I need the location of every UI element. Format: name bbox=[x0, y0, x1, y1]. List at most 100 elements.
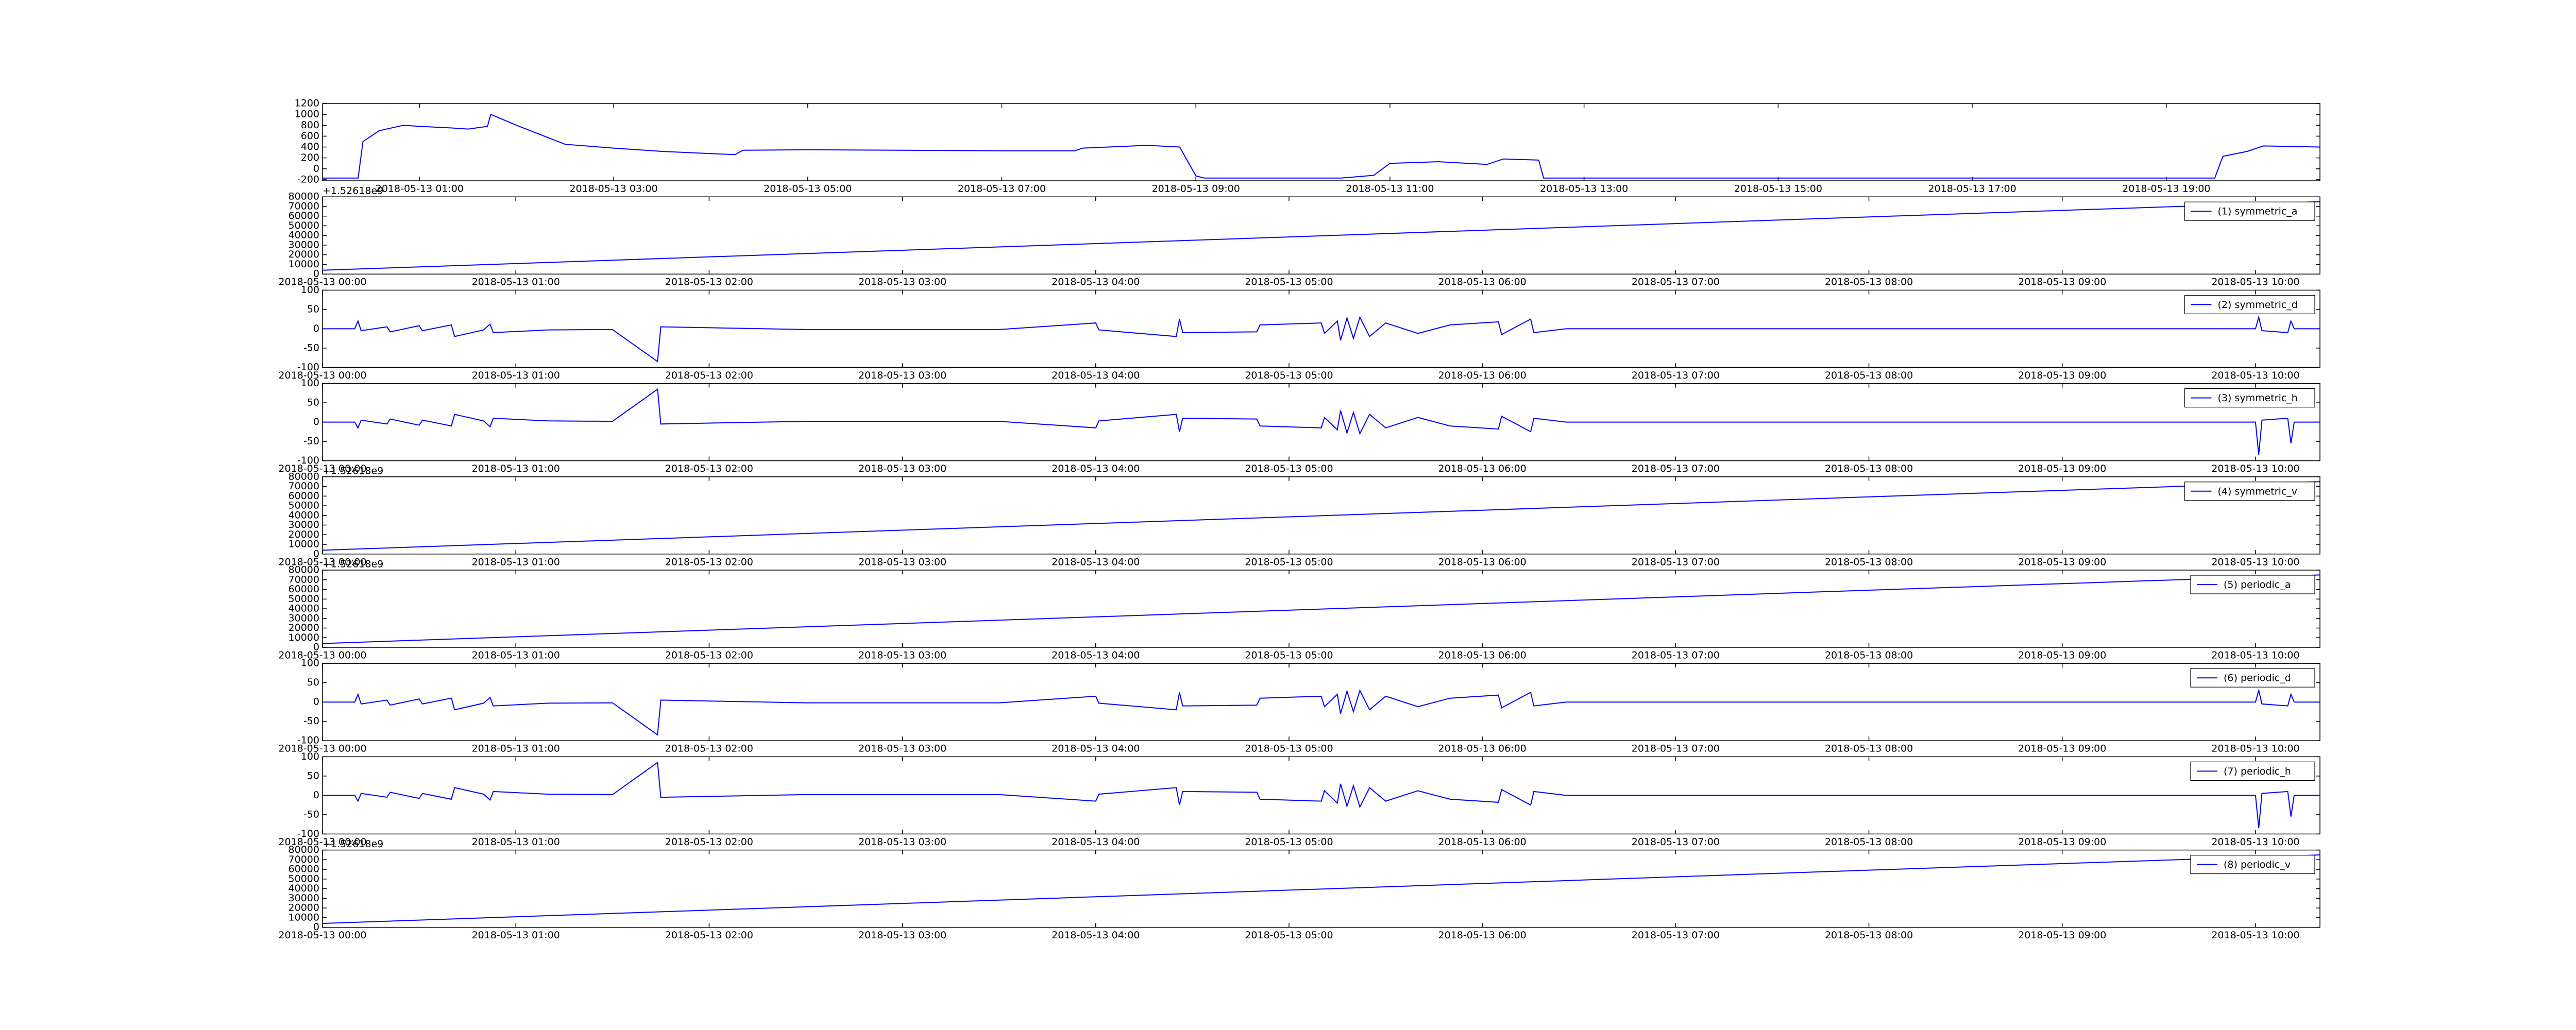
x-tick-label: 2018-05-13 13:00 bbox=[1540, 183, 1628, 195]
x-tick-label: 2018-05-13 07:00 bbox=[1632, 556, 1720, 568]
y-tick-label: 100 bbox=[301, 377, 319, 389]
x-tick-label: 2018-05-13 08:00 bbox=[1825, 836, 1913, 848]
axes-frame bbox=[322, 383, 2320, 461]
x-tick-label: 2018-05-13 00:00 bbox=[278, 836, 366, 848]
x-tick-label: 2018-05-13 05:00 bbox=[1245, 836, 1333, 848]
y-tick-label: 50000 bbox=[289, 220, 319, 231]
y-tick-label: 0 bbox=[313, 696, 319, 708]
x-tick-label: 2018-05-13 10:00 bbox=[2211, 370, 2299, 381]
y-tick-label: 50 bbox=[307, 397, 319, 408]
x-tick-label: 2018-05-13 04:00 bbox=[1052, 930, 1140, 941]
panel: 0100002000030000400005000060000700008000… bbox=[278, 185, 2320, 288]
x-tick-label: 2018-05-13 05:00 bbox=[1245, 556, 1333, 568]
axes-frame bbox=[322, 663, 2320, 741]
y-tick-label: 60000 bbox=[289, 864, 319, 875]
y-tick-label: 80000 bbox=[289, 471, 319, 482]
x-tick-label: 2018-05-13 07:00 bbox=[1632, 836, 1720, 848]
x-tick-label: 2018-05-13 08:00 bbox=[1825, 370, 1913, 381]
x-tick-label: 2018-05-13 02:00 bbox=[665, 370, 753, 381]
x-tick-label: 2018-05-13 10:00 bbox=[2211, 930, 2299, 941]
y-tick-label: 80000 bbox=[289, 191, 319, 202]
legend-label: (1) symmetric_a bbox=[2218, 206, 2298, 217]
y-tick-label: 20000 bbox=[289, 249, 319, 260]
y-tick-label: 50000 bbox=[289, 873, 319, 884]
y-tick-label: 50 bbox=[307, 770, 319, 781]
x-tick-label: 2018-05-13 00:00 bbox=[278, 650, 366, 661]
x-tick-label: 2018-05-13 17:00 bbox=[1928, 183, 2016, 195]
x-tick-label: 2018-05-13 03:00 bbox=[858, 836, 946, 848]
legend-label: (5) periodic_a bbox=[2224, 579, 2291, 591]
x-tick-label: 2018-05-13 01:00 bbox=[376, 183, 464, 195]
data-line bbox=[323, 113, 2320, 179]
legend-label: (2) symmetric_d bbox=[2218, 299, 2298, 311]
y-tick-label: 70000 bbox=[289, 574, 319, 585]
y-tick-label: 800 bbox=[301, 119, 319, 131]
y-tick-label: 80000 bbox=[289, 564, 319, 576]
legend-box bbox=[2190, 854, 2315, 874]
y-tick-label: 30000 bbox=[289, 612, 319, 624]
x-tick-label: 2018-05-13 03:00 bbox=[858, 556, 946, 568]
x-tick-label: 2018-05-13 01:00 bbox=[472, 277, 560, 288]
x-tick-label: 2018-05-13 09:00 bbox=[1152, 183, 1240, 195]
x-tick-label: 2018-05-13 06:00 bbox=[1438, 650, 1527, 661]
legend-label: (3) symmetric_h bbox=[2218, 392, 2298, 404]
panel: -100 -50 0 50 100 2018-05-13 00:00 2018-05-13 … bbox=[278, 658, 2320, 754]
x-tick-label: 2018-05-13 10:00 bbox=[2211, 463, 2299, 474]
y-tick-label: 100 bbox=[301, 751, 319, 762]
y-tick-label: 600 bbox=[301, 130, 319, 142]
x-tick-label: 2018-05-13 05:00 bbox=[1245, 463, 1333, 474]
y-tick-label: -100 bbox=[297, 735, 319, 746]
x-tick-label: 2018-05-13 08:00 bbox=[1825, 556, 1913, 568]
y-tick-label: 0 bbox=[313, 268, 319, 280]
y-tick-label: 20000 bbox=[289, 902, 319, 914]
y-tick-label: 0 bbox=[313, 323, 319, 334]
y-tick-label: 0 bbox=[313, 789, 319, 801]
y-tick-label: 40000 bbox=[289, 603, 319, 614]
x-tick-label: 2018-05-13 10:00 bbox=[2211, 556, 2299, 568]
x-tick-label: 2018-05-13 05:00 bbox=[764, 183, 852, 195]
y-tick-label: -100 bbox=[297, 455, 319, 466]
y-tick-label: 10000 bbox=[289, 539, 319, 550]
y-tick-label: 0 bbox=[313, 548, 319, 559]
x-tick-label: 2018-05-13 09:00 bbox=[2018, 370, 2106, 381]
data-line bbox=[323, 388, 2320, 455]
panel: 0100002000030000400005000060000700008000… bbox=[278, 465, 2320, 568]
data-line bbox=[323, 761, 2320, 829]
x-tick-label: 2018-05-13 06:00 bbox=[1438, 930, 1527, 941]
x-tick-label: 2018-05-13 08:00 bbox=[1825, 930, 1913, 941]
x-tick-label: 2018-05-13 07:00 bbox=[1632, 370, 1720, 381]
x-tick-label: 2018-05-13 03:00 bbox=[858, 370, 946, 381]
axes-frame bbox=[322, 196, 2320, 274]
y-tick-label: 40000 bbox=[289, 509, 319, 521]
axes-background bbox=[323, 104, 2320, 181]
data-line bbox=[323, 688, 2320, 736]
x-tick-label: 2018-05-13 11:00 bbox=[1346, 183, 1434, 195]
x-tick-label: 2018-05-13 07:00 bbox=[1632, 743, 1720, 754]
y-tick-label: 0 bbox=[313, 163, 319, 174]
y-tick-label: 0 bbox=[313, 416, 319, 427]
x-tick-label: 2018-05-13 09:00 bbox=[2018, 556, 2106, 568]
x-tick-label: 2018-05-13 02:00 bbox=[665, 836, 753, 848]
y-tick-label: 200 bbox=[301, 152, 319, 163]
y-tick-label: 50 bbox=[307, 677, 319, 688]
data-line bbox=[323, 854, 2320, 924]
x-tick-label: 2018-05-13 02:00 bbox=[665, 930, 753, 941]
x-tick-label: 2018-05-13 07:00 bbox=[1632, 463, 1720, 474]
x-tick-label: 2018-05-13 08:00 bbox=[1825, 463, 1913, 474]
legend-label: (8) periodic_v bbox=[2224, 859, 2291, 870]
x-tick-label: 2018-05-13 02:00 bbox=[665, 277, 753, 288]
x-tick-label: 2018-05-13 03:00 bbox=[858, 463, 946, 474]
x-tick-label: 2018-05-13 06:00 bbox=[1438, 556, 1527, 568]
y-tick-label: 1000 bbox=[295, 109, 319, 120]
x-tick-label: 2018-05-13 04:00 bbox=[1052, 836, 1140, 848]
x-tick-label: 2018-05-13 15:00 bbox=[1734, 183, 1822, 195]
x-tick-label: 2018-05-13 01:00 bbox=[472, 743, 560, 754]
x-tick-label: 2018-05-13 02:00 bbox=[665, 463, 753, 474]
y-tick-label: -50 bbox=[303, 436, 319, 447]
x-tick-label: 2018-05-13 02:00 bbox=[665, 650, 753, 661]
y-tick-label: -100 bbox=[297, 828, 319, 839]
y-tick-label: 30000 bbox=[289, 239, 319, 250]
x-tick-label: 2018-05-13 00:00 bbox=[278, 930, 366, 941]
x-tick-label: 2018-05-13 04:00 bbox=[1052, 650, 1140, 661]
